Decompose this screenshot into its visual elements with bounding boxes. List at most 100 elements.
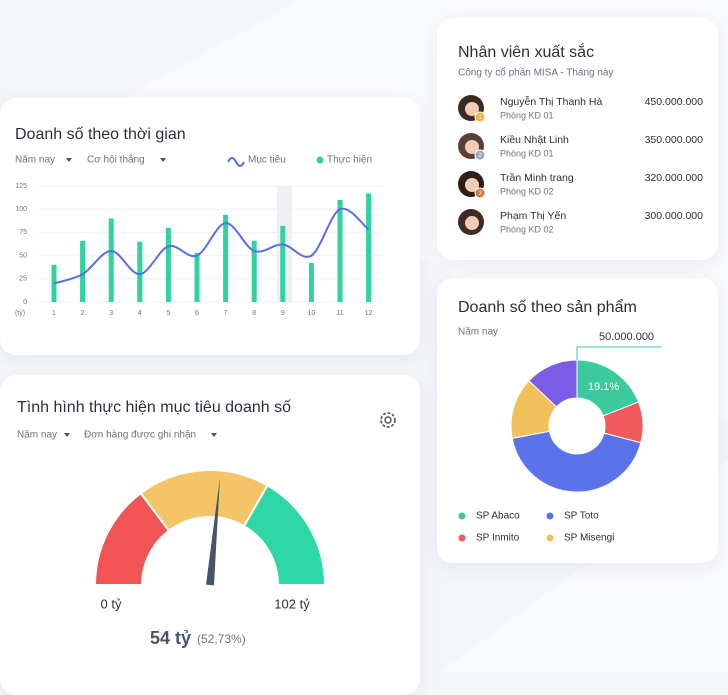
- filter[interactable]: Năm nay: [458, 327, 498, 338]
- x-tick-label: 7: [224, 310, 228, 317]
- y-tick-label: 100: [15, 206, 27, 213]
- legend-dot: [458, 512, 466, 520]
- gauge-max-label: 102 tỷ: [274, 596, 310, 611]
- employee-amount: 450.000.000: [645, 96, 704, 108]
- filter[interactable]: Đơn hàng được ghi nhận: [84, 430, 196, 441]
- employees-card: Nhân viên xuất sắc Công ty cổ phần MISA …: [437, 18, 718, 260]
- employee-name: Trần Minh trang: [500, 172, 574, 184]
- bar: [280, 225, 286, 302]
- target-line: [53, 207, 370, 285]
- gear[interactable]: [380, 412, 396, 428]
- y-tick-label: 125: [15, 183, 27, 190]
- gauge-needle: [206, 477, 220, 586]
- employee-department: Phòng KD 01: [500, 148, 554, 158]
- gauge-min-label: 0 tỷ: [101, 596, 122, 611]
- bar: [80, 240, 86, 302]
- employee-department: Phòng KD 02: [500, 186, 554, 196]
- dropdown-arrow: [66, 158, 72, 162]
- employee-department: Phòng KD 02: [500, 224, 554, 234]
- x-tick-label: 10: [308, 310, 316, 317]
- employee-name: Nguyễn Thị Thanh Hà: [500, 95, 603, 108]
- gear-hole[interactable]: [384, 416, 392, 424]
- dropdown-arrow: [160, 158, 166, 162]
- x-tick-label: 1: [52, 310, 56, 317]
- dropdown-arrow: [211, 433, 217, 437]
- bar: [165, 227, 171, 302]
- x-tick-label: 8: [252, 310, 256, 317]
- avatar-face: [465, 178, 479, 192]
- bar: [223, 214, 229, 302]
- sales-time-card: Doanh số theo thời gian Năm nay Cơ hội t…: [0, 98, 420, 355]
- gauge-percent: (52,73%): [197, 632, 246, 646]
- gauge-band: [242, 484, 327, 586]
- card-title: Doanh số theo sản phẩm: [458, 298, 637, 316]
- rank-number: 1: [478, 115, 482, 121]
- employee-name: Kiều Nhật Linh: [500, 134, 569, 146]
- rank-badge: [474, 187, 486, 199]
- employee-amount: 300.000.000: [645, 210, 704, 222]
- legend-dot: [316, 156, 324, 164]
- y-tick-label: 0: [23, 299, 27, 306]
- legend-label: Mục tiêu: [248, 155, 286, 166]
- x-tick-label: 4: [138, 310, 142, 317]
- bar: [108, 218, 114, 302]
- dropdown-arrow: [64, 433, 70, 437]
- unit-label: (tỷ): [15, 310, 25, 317]
- card-title: Doanh số theo thời gian: [15, 126, 186, 143]
- sales-product-card: Doanh số theo sản phẩm Năm nay 19.1% 50.0…: [437, 278, 718, 563]
- legend-dot: [546, 512, 554, 520]
- annotation: 50.000.000: [599, 331, 654, 343]
- y-tick-label: 75: [19, 229, 27, 236]
- sales-time-chart: Doanh số theo thời gian Năm nay Cơ hội t…: [15, 126, 382, 317]
- sales-goal-chart: Tình hình thực hiện mục tiêu doanh số Nă…: [17, 399, 396, 648]
- legend-label: SP Toto: [564, 511, 599, 522]
- x-tick-label: 5: [166, 310, 170, 317]
- pie-slice: [511, 430, 642, 493]
- rank-number: 3: [478, 191, 482, 197]
- rank-number: 2: [478, 153, 482, 159]
- rank-badge: [474, 111, 486, 123]
- legend-icon: [227, 157, 245, 167]
- sales-goal-card: Tình hình thực hiện mục tiêu doanh số Nă…: [0, 375, 420, 695]
- x-tick-label: 2: [81, 310, 85, 317]
- card-subtitle: Công ty cổ phần MISA - Tháng này: [458, 67, 613, 79]
- rank-badge: [474, 149, 486, 161]
- bar: [137, 241, 143, 302]
- settings-icon[interactable]: [380, 412, 396, 428]
- legend-label: SP Inmito: [476, 533, 520, 544]
- gauge-value: 54 tỷ: [150, 628, 191, 648]
- bar: [308, 263, 314, 302]
- x-tick-label: 9: [281, 310, 285, 317]
- card-title: Nhân viên xuất sắc: [458, 42, 594, 61]
- employee-amount: 350.000.000: [645, 134, 704, 146]
- x-tick-label: 11: [336, 310, 343, 317]
- bar: [194, 252, 200, 302]
- filter[interactable]: Năm nay: [17, 430, 57, 441]
- legend-label: SP Abaco: [476, 511, 520, 522]
- bar: [337, 199, 343, 302]
- y-tick-label: 25: [19, 276, 27, 283]
- avatar-face: [465, 102, 479, 116]
- avatar-face: [465, 140, 479, 154]
- x-tick-label: 3: [109, 310, 113, 317]
- bar: [366, 193, 372, 302]
- employee-amount: 320.000.000: [645, 172, 704, 184]
- card-title: Tình hình thực hiện mục tiêu doanh số: [17, 399, 291, 416]
- avatar-face: [465, 216, 479, 230]
- filter[interactable]: Cơ hội thắng: [87, 153, 145, 166]
- bar: [251, 240, 257, 302]
- sales-product-chart: Doanh số theo sản phẩm Năm nay 19.1% 50.0…: [458, 298, 661, 544]
- page: Doanh số theo thời gian Năm nay Cơ hội t…: [0, 18, 718, 695]
- annotation-line: [576, 346, 661, 360]
- legend-dot: [458, 534, 466, 542]
- legend-label: Thực hiện: [327, 155, 372, 166]
- legend-label: SP Misengi: [564, 533, 614, 544]
- filter[interactable]: Năm nay: [15, 155, 55, 166]
- employees-list: Nhân viên xuất sắc Công ty cổ phần MISA …: [458, 42, 704, 235]
- x-tick-label: 6: [195, 310, 199, 317]
- x-tick-label: 12: [365, 310, 373, 317]
- slice-label: 19.1%: [588, 381, 619, 393]
- y-tick-label: 50: [19, 252, 27, 259]
- legend-dot: [546, 534, 554, 542]
- employee-department: Phòng KD 01: [500, 110, 554, 120]
